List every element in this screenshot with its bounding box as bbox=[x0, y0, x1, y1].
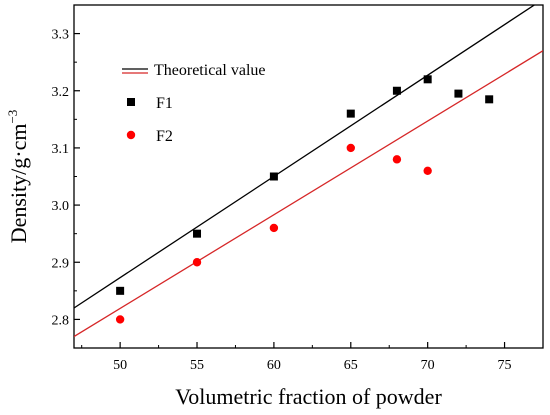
y-axis-title: Density/g·cm−3 bbox=[5, 110, 31, 244]
series-f1 bbox=[116, 75, 494, 295]
data-point-f1 bbox=[485, 95, 494, 104]
y-tick-label: 3.3 bbox=[52, 28, 70, 43]
plot-area: 50 55 60 65 70 75 2.8 2.9 3.0 3.1 3.2 3.3 Theoretica… bbox=[52, 4, 544, 373]
data-point-f2 bbox=[423, 166, 432, 175]
theoretical-line-black bbox=[74, 5, 536, 309]
plot-frame bbox=[73, 4, 544, 349]
data-point-f1 bbox=[346, 109, 355, 118]
x-tick-label: 65 bbox=[344, 358, 358, 373]
data-point-f2 bbox=[269, 223, 279, 233]
fit-lines bbox=[74, 5, 543, 338]
y-axis-title-superscript: −3 bbox=[5, 110, 20, 124]
data-point-f1 bbox=[423, 75, 432, 84]
y-tick-label: 2.9 bbox=[52, 256, 70, 271]
y-tick-label: 3.2 bbox=[52, 85, 70, 100]
x-axis-title: Volumetric fraction of powder bbox=[175, 384, 442, 409]
data-point-f1 bbox=[454, 89, 463, 98]
x-tick-label: 75 bbox=[498, 358, 512, 373]
x-tick-label: 60 bbox=[267, 358, 281, 373]
data-point-f1 bbox=[116, 286, 125, 295]
data-point-f1 bbox=[392, 86, 401, 95]
data-point-f1 bbox=[193, 229, 202, 238]
legend-label: F2 bbox=[156, 128, 173, 145]
series-f2 bbox=[115, 143, 432, 324]
legend-square-swatch bbox=[127, 98, 135, 106]
y-tick-label: 2.8 bbox=[52, 313, 70, 328]
theoretical-line-red bbox=[74, 50, 543, 338]
data-point-f1 bbox=[269, 172, 278, 181]
data-point-f2 bbox=[115, 315, 125, 324]
data-point-f2 bbox=[346, 143, 355, 153]
y-axis-title-main: Density/g·cm bbox=[6, 124, 31, 244]
data-point-f2 bbox=[192, 258, 202, 267]
x-tick-label: 55 bbox=[190, 358, 204, 373]
legend-label: F1 bbox=[156, 95, 173, 112]
y-tick-label: 3.1 bbox=[52, 142, 70, 157]
y-tick-label: 3.0 bbox=[52, 199, 70, 214]
legend-circle-swatch bbox=[126, 130, 136, 140]
x-tick-label: 70 bbox=[421, 358, 435, 373]
legend: Theoretical value F1 F2 bbox=[122, 62, 266, 145]
x-tick-label: 50 bbox=[113, 358, 127, 373]
data-point-f2 bbox=[392, 155, 402, 164]
legend-label: Theoretical value bbox=[154, 62, 266, 79]
